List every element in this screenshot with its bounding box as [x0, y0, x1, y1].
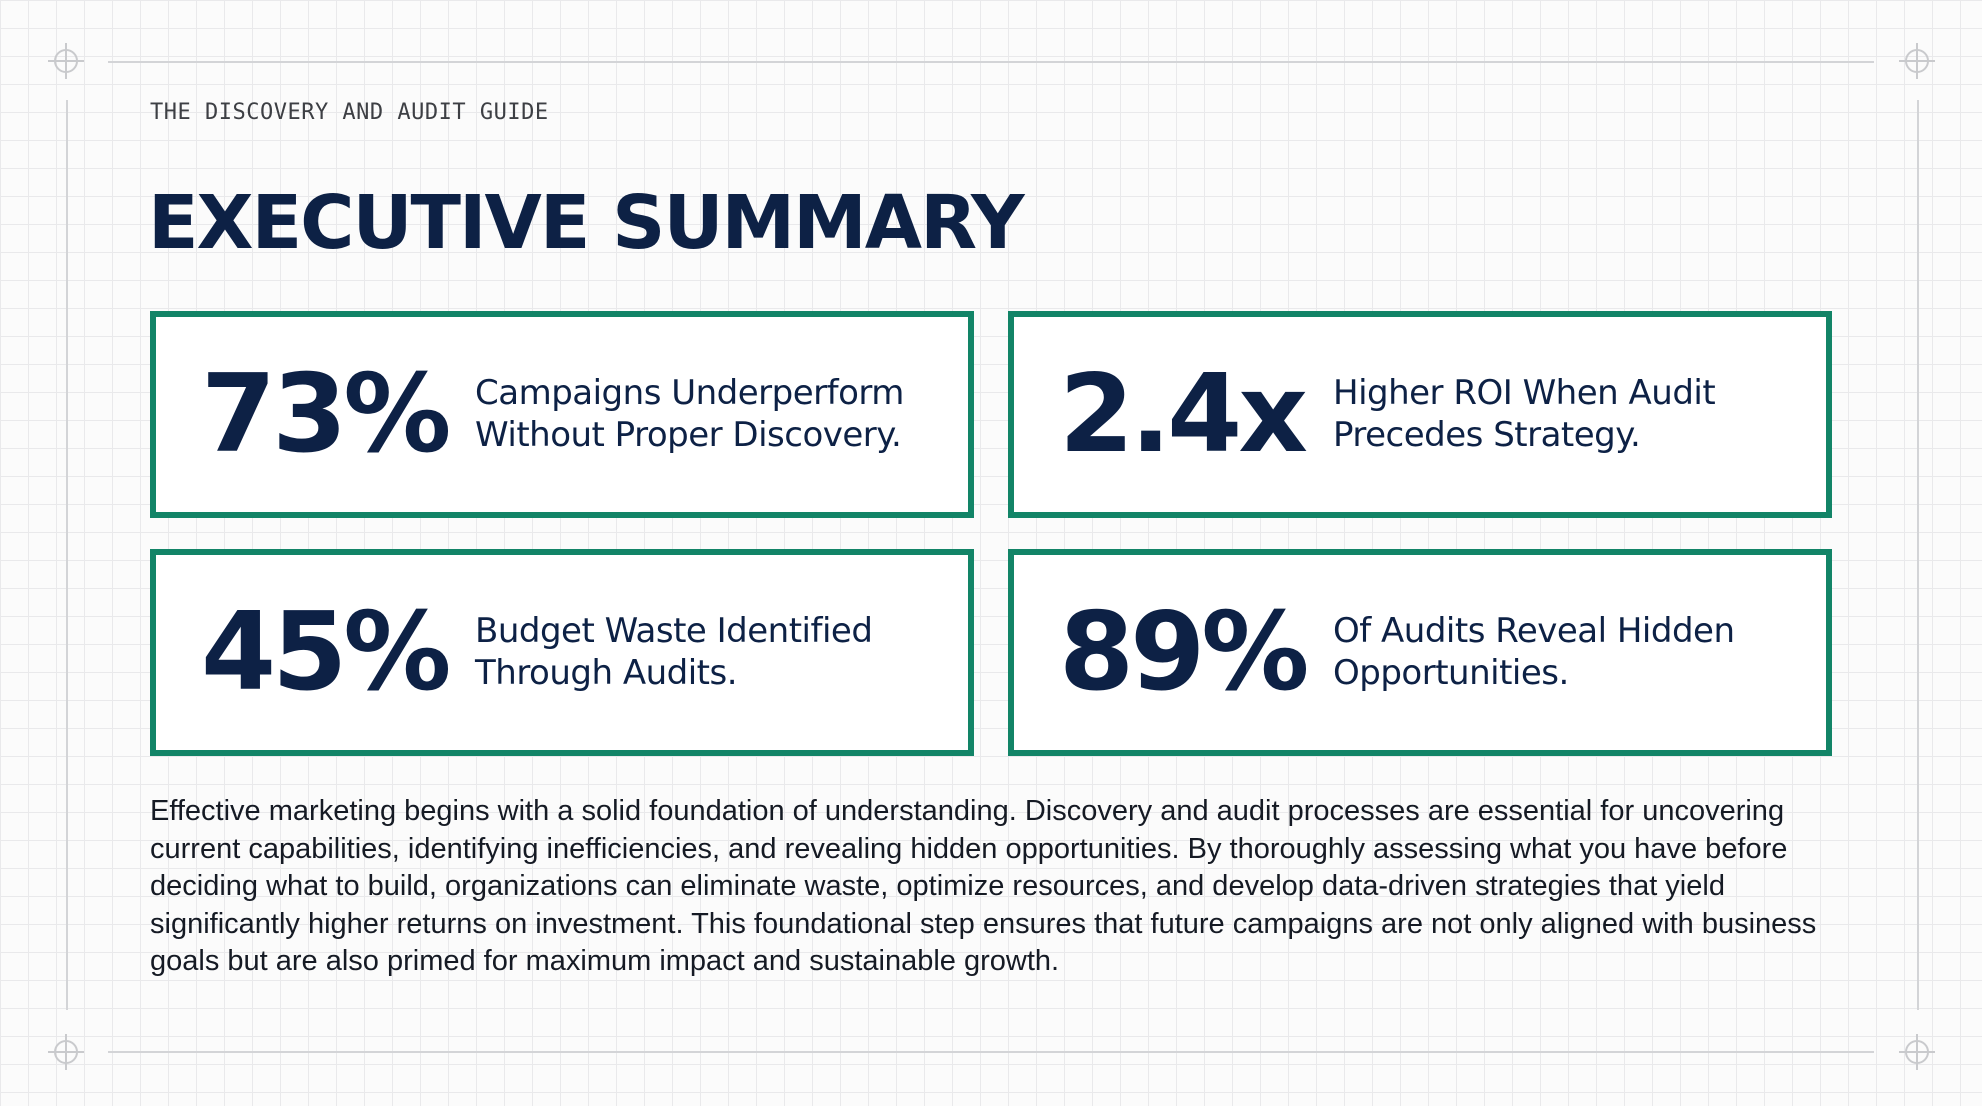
stat-description: Of Audits Reveal Hidden Opportunities. — [1333, 611, 1803, 694]
stat-description-line: Opportunities. — [1333, 652, 1569, 693]
stat-description-line: Higher ROI When Audit — [1333, 373, 1716, 414]
stats-grid: 73% Campaigns Underperform Without Prope… — [150, 311, 1832, 756]
stat-description-line: Without Proper Discovery. — [475, 414, 902, 455]
stat-card-roi: 2.4x Higher ROI When Audit Precedes Stra… — [1008, 311, 1832, 518]
stat-card-campaigns: 73% Campaigns Underperform Without Prope… — [150, 311, 974, 518]
stat-description: Budget Waste Identified Through Audits. — [475, 611, 945, 694]
stat-card-hidden-opportunities: 89% Of Audits Reveal Hidden Opportunitie… — [1008, 549, 1832, 756]
crosshair-icon — [48, 43, 84, 79]
crosshair-icon — [48, 1034, 84, 1070]
summary-paragraph: Effective marketing begins with a solid … — [150, 795, 1817, 977]
stat-value: 45% — [201, 589, 452, 715]
stat-card-budget-waste: 45% Budget Waste Identified Through Audi… — [150, 549, 974, 756]
stat-description-line: Through Audits. — [475, 652, 738, 693]
stat-description-line: Budget Waste Identified — [475, 611, 873, 652]
stat-description-line: Of Audits Reveal Hidden — [1333, 611, 1735, 652]
stat-description-line: Campaigns Underperform — [475, 373, 904, 414]
stat-description: Higher ROI When Audit Precedes Strategy. — [1333, 373, 1803, 456]
frame-line-top — [108, 61, 1874, 63]
crosshair-icon — [1899, 1034, 1935, 1070]
frame-line-bottom — [108, 1051, 1874, 1053]
stat-value: 2.4x — [1059, 351, 1308, 477]
crosshair-icon — [1899, 43, 1935, 79]
page-title: EXECUTIVE SUMMARY — [148, 180, 1025, 266]
stat-value: 89% — [1059, 589, 1310, 715]
frame-line-left — [66, 100, 68, 1010]
stat-value: 73% — [201, 351, 452, 477]
stat-description-line: Precedes Strategy. — [1333, 414, 1641, 455]
frame-line-right — [1917, 100, 1919, 1010]
guide-eyebrow: THE DISCOVERY AND AUDIT GUIDE — [150, 100, 549, 125]
stat-description: Campaigns Underperform Without Proper Di… — [475, 373, 945, 456]
